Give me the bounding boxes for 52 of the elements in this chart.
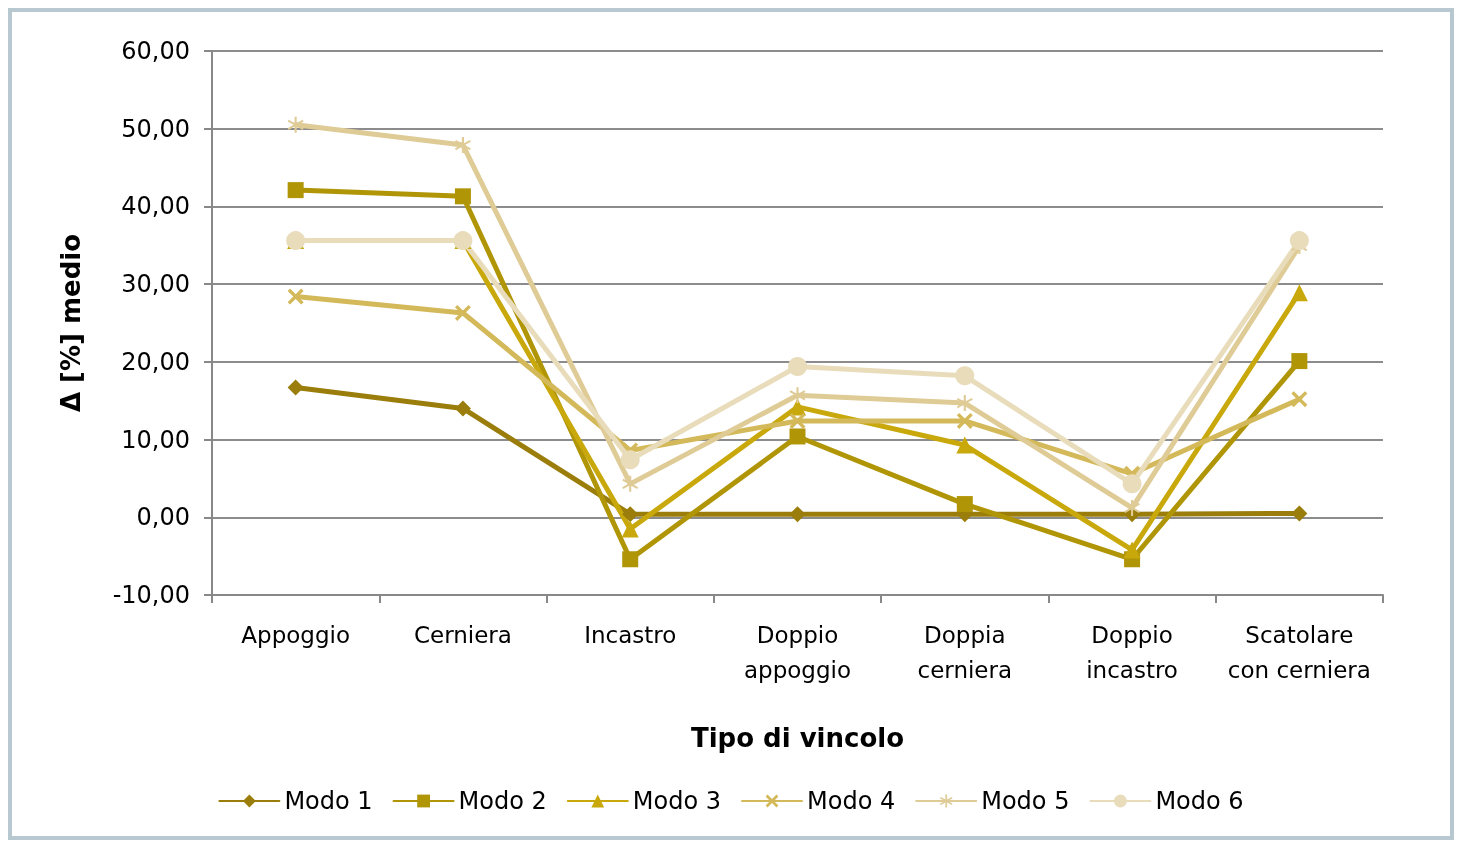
point bbox=[956, 395, 973, 412]
point bbox=[287, 116, 304, 133]
legend-label: Modo 5 bbox=[981, 787, 1070, 815]
x-axis-title: Tipo di vincolo bbox=[690, 723, 905, 753]
x-tick-label: Scatolare con cerniera bbox=[1227, 621, 1371, 683]
point bbox=[621, 520, 639, 538]
x-tick-label: Appoggio bbox=[241, 621, 350, 648]
point bbox=[788, 357, 807, 377]
point bbox=[1123, 541, 1141, 559]
y-tick-label: 20,00 bbox=[121, 347, 190, 376]
point bbox=[620, 450, 640, 470]
legend-label: Modo 3 bbox=[632, 787, 722, 815]
point bbox=[1122, 474, 1142, 494]
y-tick-label: 30,00 bbox=[121, 270, 190, 299]
point bbox=[955, 366, 975, 386]
point bbox=[1291, 353, 1308, 370]
point bbox=[1289, 231, 1309, 251]
point bbox=[287, 379, 304, 396]
point bbox=[789, 428, 806, 445]
y-axis-title: Δ [%] medio bbox=[56, 233, 86, 413]
y-tick-label: 0,00 bbox=[136, 503, 190, 532]
point bbox=[622, 551, 639, 568]
x-tick-label: Cerniera bbox=[413, 621, 512, 648]
point bbox=[789, 387, 806, 404]
y-tick-label: 40,00 bbox=[121, 192, 190, 221]
point bbox=[956, 412, 973, 429]
point bbox=[1291, 391, 1308, 408]
point bbox=[1290, 284, 1308, 302]
point bbox=[287, 182, 304, 199]
legend-label: Modo 1 bbox=[284, 787, 373, 815]
x-tick-label: Doppia cerniera bbox=[917, 621, 1013, 683]
point bbox=[622, 506, 639, 523]
point bbox=[1124, 499, 1141, 516]
point bbox=[454, 188, 471, 205]
y-tick-label: 10,00 bbox=[121, 425, 190, 454]
point bbox=[454, 304, 471, 321]
y-tick-label: 60,00 bbox=[121, 37, 190, 65]
point bbox=[287, 288, 304, 305]
point bbox=[956, 436, 974, 454]
y-tick-label: -10,00 bbox=[112, 581, 190, 609]
legend-label: Modo 2 bbox=[458, 787, 547, 815]
point bbox=[622, 475, 639, 492]
point bbox=[454, 400, 471, 417]
point bbox=[956, 496, 973, 513]
x-tick-label: Incastro bbox=[584, 621, 677, 648]
legend-label: Modo 6 bbox=[1155, 787, 1244, 815]
legend-label: Modo 4 bbox=[807, 787, 896, 815]
x-tick-label: Doppio incastro bbox=[1086, 621, 1178, 683]
x-tick-label: Doppio appoggio bbox=[743, 621, 852, 683]
point bbox=[454, 137, 471, 154]
point bbox=[789, 506, 806, 523]
y-tick-label: 50,00 bbox=[121, 114, 190, 143]
